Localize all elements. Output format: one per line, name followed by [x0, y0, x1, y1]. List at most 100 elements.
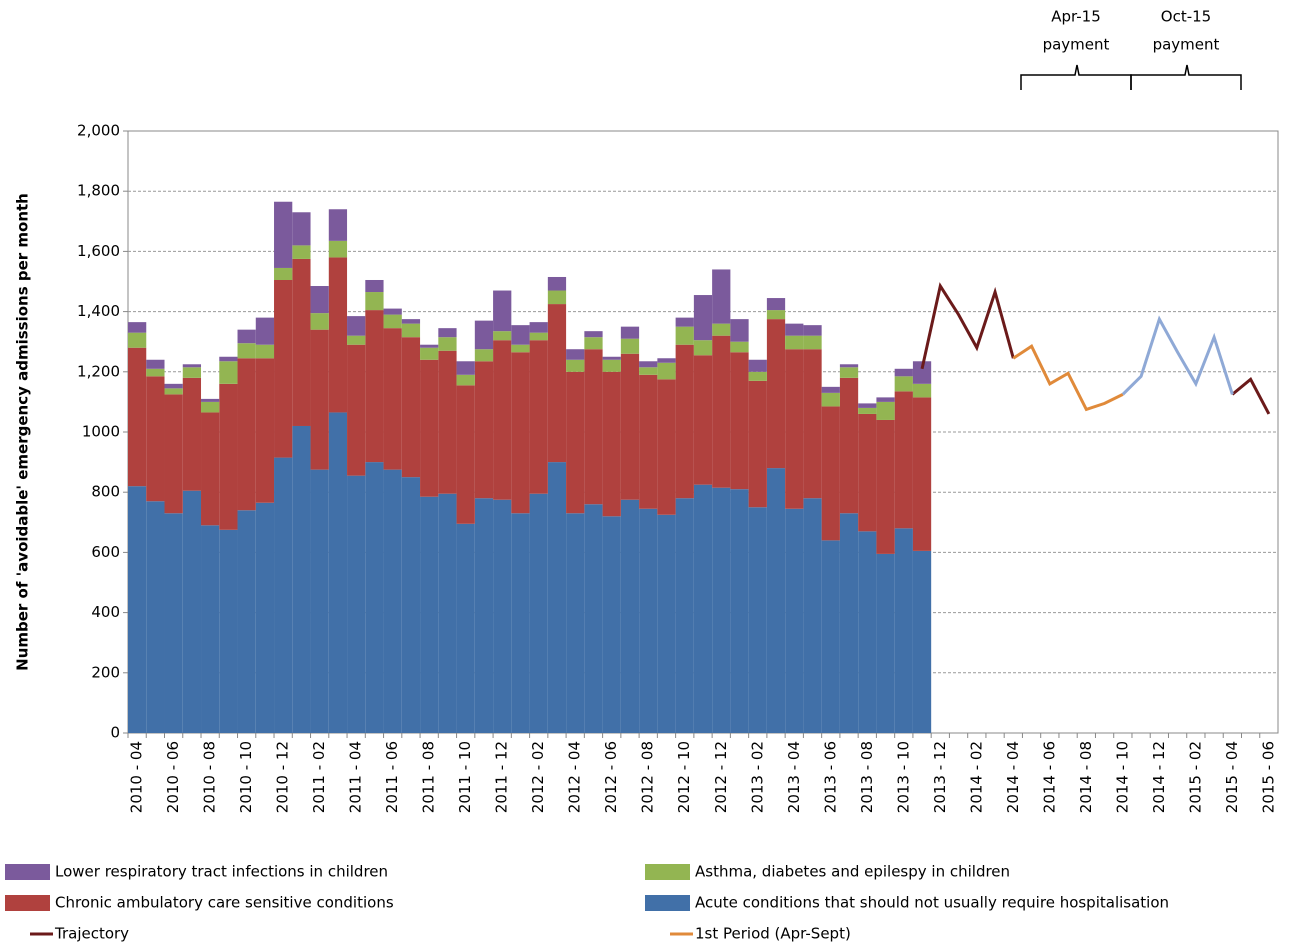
bar-segment — [401, 323, 421, 338]
bar-segment — [803, 498, 822, 733]
bar-segment — [182, 377, 202, 491]
bar-segment — [730, 352, 749, 490]
legend-swatch — [5, 895, 50, 911]
bar-segment — [547, 304, 567, 463]
bar-segment — [310, 329, 329, 470]
x-tick-label: 2013 - 08 — [858, 741, 876, 813]
bar-segment — [493, 499, 512, 733]
bar-segment — [310, 469, 329, 733]
y-axis-title: Number of 'avoidable' emergency admissio… — [14, 193, 32, 671]
bar-segment — [365, 292, 384, 311]
bar-segment — [438, 328, 457, 338]
bar-segment — [219, 529, 238, 733]
legend-label: Lower respiratory tract infections in ch… — [55, 863, 388, 881]
brace — [1130, 64, 1242, 90]
bar-segment — [839, 513, 859, 733]
bar-segment — [803, 335, 822, 350]
bar-segment — [821, 540, 840, 733]
x-tick-label: 2014 - 12 — [1150, 741, 1168, 813]
bar-segment — [146, 376, 165, 502]
y-tick-label: 2,000 — [77, 122, 120, 140]
bar-segment — [347, 475, 366, 733]
bar-segment — [401, 319, 421, 324]
x-tick-label: 2013 - 04 — [785, 741, 803, 813]
annotation: payment — [1153, 36, 1220, 54]
bar-segment — [511, 513, 530, 733]
bar-segment — [274, 267, 293, 280]
bar-segment — [821, 392, 840, 407]
x-tick-label: 2013 - 10 — [894, 741, 912, 813]
bar-segment — [602, 516, 621, 733]
x-tick-label: 2010 - 04 — [128, 741, 146, 813]
bar-segment — [894, 376, 913, 392]
bar-segment — [292, 245, 311, 259]
bar-segment — [292, 425, 311, 733]
bar-segment — [474, 498, 494, 733]
bar-segment — [383, 469, 402, 733]
bar-segment — [584, 337, 603, 350]
bar-segment — [693, 355, 713, 485]
x-tick-label: 2012 - 04 — [566, 741, 584, 813]
bar-segment — [821, 386, 840, 393]
bar-segment — [529, 322, 548, 333]
bar-segment — [675, 326, 694, 345]
bar-segment — [164, 513, 183, 733]
bar-segment — [620, 326, 640, 339]
bar-segment — [748, 371, 767, 381]
bar-segment — [383, 314, 402, 329]
bar-segment — [547, 276, 567, 291]
bar-segment — [438, 493, 457, 733]
bar-segment — [584, 331, 603, 338]
bar-segment — [620, 499, 640, 733]
bar-segment — [766, 468, 786, 733]
bar-segment — [894, 391, 913, 529]
bar-segment — [493, 340, 512, 500]
legend-label: Trajectory — [54, 925, 129, 943]
x-tick-label: 2012 - 08 — [639, 741, 657, 813]
bar-segment — [639, 374, 658, 509]
bar-segment — [255, 317, 275, 345]
x-tick-label: 2014 - 08 — [1077, 741, 1095, 813]
bar-segment — [347, 316, 366, 336]
bar-segment — [584, 349, 603, 505]
bar-segment — [146, 368, 165, 377]
bar-segment — [456, 374, 475, 386]
bar-segment — [657, 358, 676, 363]
bar-segment — [255, 502, 275, 733]
bar-segment — [201, 525, 220, 733]
x-tick-label: 2013 - 12 — [931, 741, 949, 813]
bar-segment — [347, 335, 366, 345]
bar-segment — [748, 380, 767, 508]
bar-segment — [584, 504, 603, 733]
bar-segment — [237, 329, 256, 344]
y-tick-label: 1000 — [82, 423, 120, 441]
x-tick-label: 2011 - 02 — [310, 741, 328, 813]
bar-segment — [566, 359, 585, 372]
bar-segment — [766, 310, 786, 320]
bar-segment — [274, 457, 293, 733]
bar-segment — [912, 383, 932, 398]
bar-segment — [712, 323, 731, 336]
bar-segment — [675, 344, 694, 499]
bar-segment — [237, 343, 256, 359]
bar-segment — [493, 290, 512, 332]
x-tick-label: 2014 - 10 — [1113, 741, 1131, 813]
legend-label: Acute conditions that should not usually… — [695, 894, 1169, 912]
x-tick-label: 2015 - 06 — [1259, 741, 1277, 813]
bar-segment — [456, 361, 475, 375]
y-tick-label: 1,600 — [77, 242, 120, 260]
bar-segment — [912, 550, 932, 733]
bar-segment — [675, 498, 694, 733]
bar-segment — [474, 320, 494, 350]
x-tick-label: 2012 - 12 — [712, 741, 730, 813]
bar-segment — [274, 279, 293, 458]
bar-segment — [365, 310, 384, 463]
x-tick-label: 2010 - 06 — [164, 741, 182, 813]
bar-segment — [511, 352, 530, 514]
y-tick-label: 600 — [91, 543, 120, 561]
bar-segment — [474, 361, 494, 499]
bar-segment — [365, 462, 384, 733]
bar-segment — [566, 349, 585, 360]
bar-segment — [839, 377, 859, 514]
bar-segment — [748, 507, 767, 733]
